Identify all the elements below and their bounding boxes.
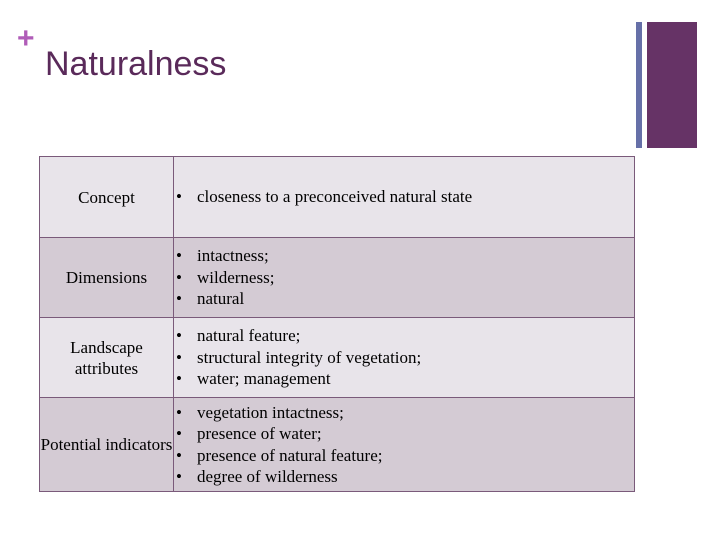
table-row-dimensions: Dimensions intactness; wilderness; natur…: [39, 237, 635, 318]
list-item: presence of water;: [174, 423, 634, 445]
list-item: intactness;: [174, 245, 634, 267]
bullet-list: vegetation intactness; presence of water…: [174, 402, 634, 488]
decorative-bar-thick: [647, 22, 697, 148]
row-content-landscape-attributes: natural feature; structural integrity of…: [173, 317, 635, 398]
naturalness-table: Concept closeness to a preconceived natu…: [39, 156, 635, 492]
row-label-dimensions: Dimensions: [39, 237, 174, 318]
row-label-potential-indicators: Potential indicators: [39, 397, 174, 492]
list-item: natural feature;: [174, 325, 634, 347]
row-content-dimensions: intactness; wilderness; natural: [173, 237, 635, 318]
list-item: closeness to a preconceived natural stat…: [174, 186, 634, 208]
list-item: degree of wilderness: [174, 466, 634, 488]
bullet-list: closeness to a preconceived natural stat…: [174, 186, 634, 208]
table-row-landscape-attributes: Landscape attributes natural feature; st…: [39, 317, 635, 398]
bullet-list: natural feature; structural integrity of…: [174, 325, 634, 390]
table-row-potential-indicators: Potential indicators vegetation intactne…: [39, 397, 635, 492]
table-row-concept: Concept closeness to a preconceived natu…: [39, 156, 635, 238]
list-item: presence of natural feature;: [174, 445, 634, 467]
plus-icon: +: [17, 22, 35, 55]
list-item: water; management: [174, 368, 634, 390]
row-label-concept: Concept: [39, 156, 174, 238]
row-content-concept: closeness to a preconceived natural stat…: [173, 156, 635, 238]
list-item: wilderness;: [174, 267, 634, 289]
list-item: natural: [174, 288, 634, 310]
row-label-landscape-attributes: Landscape attributes: [39, 317, 174, 398]
list-item: structural integrity of vegetation;: [174, 347, 634, 369]
bullet-list: intactness; wilderness; natural: [174, 245, 634, 310]
decorative-bar-thin: [636, 22, 642, 148]
list-item: vegetation intactness;: [174, 402, 634, 424]
slide-title: Naturalness: [45, 45, 227, 83]
row-content-potential-indicators: vegetation intactness; presence of water…: [173, 397, 635, 492]
